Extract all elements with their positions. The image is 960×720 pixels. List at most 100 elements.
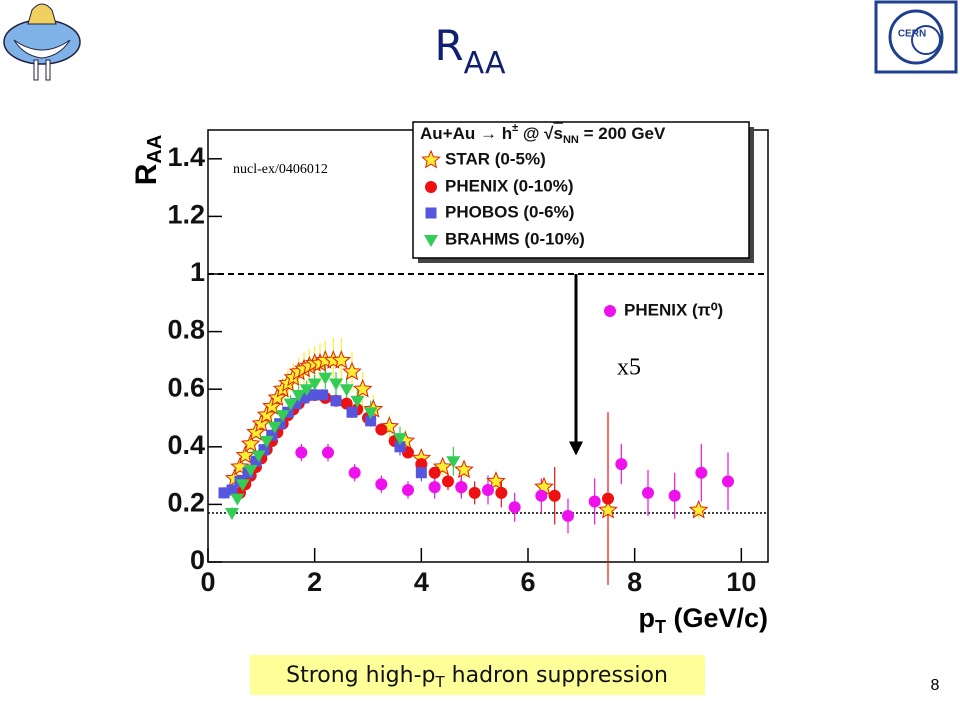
- circle-marker: [415, 458, 428, 471]
- cern-logo: CERN: [874, 0, 958, 74]
- star-marker: [454, 459, 474, 479]
- star-marker: [235, 445, 256, 464]
- triangle-marker: [275, 410, 290, 423]
- triangle-marker: [393, 433, 407, 446]
- triangle-marker: [225, 508, 239, 521]
- square-marker: [226, 484, 238, 496]
- triangle-marker: [363, 407, 378, 420]
- square-marker: [330, 395, 342, 407]
- caption-main: Strong high-p: [286, 663, 435, 688]
- triangle-marker: [446, 456, 461, 469]
- circle-marker: [442, 475, 454, 488]
- circle-marker: [348, 466, 361, 479]
- square-marker: [365, 415, 377, 427]
- square-marker: [394, 441, 406, 453]
- circle-marker: [482, 484, 494, 496]
- legend-label: PHOBOS (0-6%): [445, 202, 574, 221]
- square-marker: [425, 207, 437, 219]
- legend-label: PHENIX (0-10%): [445, 176, 573, 195]
- page-number: 8: [931, 677, 940, 694]
- x-tick-label: 10: [726, 567, 756, 597]
- circle-marker: [548, 489, 561, 502]
- title-main: R: [434, 21, 463, 70]
- triangle-marker: [230, 493, 245, 506]
- square-marker: [250, 455, 262, 467]
- circle-marker: [402, 484, 414, 496]
- x-axis-label: pT (GeV/c): [638, 603, 768, 637]
- star-marker: [486, 471, 506, 490]
- star-marker: [421, 149, 441, 169]
- legend-box: [412, 121, 750, 259]
- square-marker: [415, 467, 427, 479]
- circle-marker: [615, 458, 628, 471]
- circle-marker: [322, 446, 334, 459]
- circle-marker: [508, 501, 521, 514]
- caption: Strong high-pT hadron suppression: [286, 663, 668, 691]
- star-marker: [598, 499, 618, 519]
- square-marker: [266, 429, 278, 441]
- triangle-marker: [235, 479, 250, 492]
- star-marker: [342, 361, 362, 381]
- circle-marker: [562, 509, 574, 522]
- legend-title: Au+Au → h± @ √sNN = 200 GeV: [420, 122, 666, 146]
- y-tick-label: 0: [190, 545, 205, 575]
- y-tick-label: 0.2: [167, 488, 205, 518]
- legend-label: BRAHMS (0-10%): [445, 229, 585, 248]
- y-tick-label: 1: [190, 257, 205, 287]
- triangle-marker: [291, 389, 306, 402]
- legend-title-part: @ √: [518, 124, 554, 143]
- circle-marker: [425, 181, 437, 193]
- y-tick-label: 0.6: [167, 372, 205, 402]
- square-marker: [258, 444, 270, 456]
- star-marker: [240, 433, 261, 453]
- y-tick-label: 1.4: [167, 142, 205, 172]
- triangle-marker: [299, 384, 314, 397]
- y-tick-label: 0.8: [167, 315, 205, 345]
- logo-text: CERN: [898, 29, 926, 40]
- triangle-marker: [283, 398, 298, 411]
- y-axis-label: RAA: [130, 135, 166, 186]
- x-tick-label: 0: [200, 567, 215, 597]
- triangle-marker: [318, 372, 333, 385]
- x-tick-label: 8: [627, 567, 642, 597]
- annotation: x5: [617, 355, 641, 381]
- circle-marker: [588, 495, 601, 508]
- arrow-head: [569, 441, 583, 456]
- legend-label: PHENIX (π⁰): [624, 300, 723, 319]
- square-marker: [290, 398, 302, 410]
- circle-marker: [468, 486, 481, 499]
- square-marker: [242, 467, 254, 479]
- circle-marker: [642, 486, 654, 499]
- legend-label: STAR (0-5%): [445, 149, 546, 168]
- annotation: nucl-ex/0406012: [233, 162, 328, 177]
- slide-title: RAA: [434, 21, 506, 81]
- triangle-marker: [267, 421, 282, 434]
- legend-title-part: NN: [563, 134, 579, 146]
- alice-logo: [3, 3, 81, 81]
- square-marker: [317, 389, 329, 401]
- circle-marker: [428, 481, 441, 494]
- square-marker: [218, 487, 230, 499]
- circle-marker: [495, 486, 508, 499]
- y-label-main: R: [130, 163, 163, 185]
- caption-sub: T: [435, 673, 446, 691]
- y-label-sub: AA: [144, 135, 166, 164]
- triangle-marker: [243, 464, 258, 477]
- circle-marker: [428, 466, 441, 479]
- legend-title-part: Au+Au → h: [420, 124, 512, 143]
- triangle-marker: [259, 436, 274, 449]
- y-tick-label: 0.4: [167, 430, 205, 460]
- circle-marker: [340, 397, 353, 410]
- square-marker: [346, 406, 358, 418]
- x-tick-label: 6: [520, 567, 535, 597]
- circle-marker: [668, 489, 681, 502]
- circle-marker: [604, 305, 616, 317]
- circle-marker: [602, 492, 614, 505]
- x-label-main: p: [638, 603, 655, 633]
- circle-marker: [455, 481, 468, 494]
- legend-title-part: ±: [512, 122, 518, 134]
- star-marker: [688, 499, 709, 519]
- y-tick-label: 1.2: [167, 200, 205, 230]
- triangle-marker: [339, 384, 354, 397]
